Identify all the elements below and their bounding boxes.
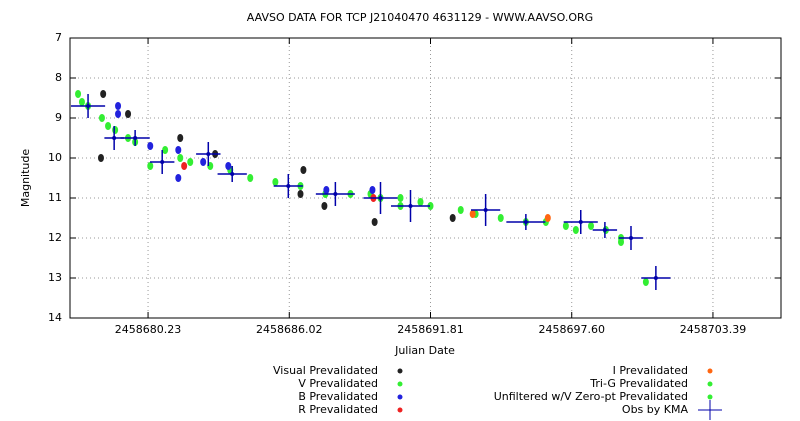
point: [617, 238, 624, 246]
x-tick-label: 2458686.02: [256, 323, 322, 336]
point: [133, 136, 138, 140]
point: [160, 160, 165, 164]
point: [587, 222, 594, 230]
point: [323, 186, 330, 194]
point: [449, 214, 456, 222]
legend-label: R Prevalidated: [298, 403, 378, 416]
point: [321, 202, 328, 210]
legend-label: B Prevalidated: [298, 390, 378, 403]
x-tick-label: 2458680.23: [115, 323, 181, 336]
plot-frame: [69, 37, 782, 319]
point: [200, 158, 207, 166]
point: [225, 162, 232, 170]
point: [181, 162, 188, 170]
point: [115, 110, 122, 118]
x-tick-label: 2458697.60: [538, 323, 604, 336]
point: [408, 204, 413, 208]
legend-marker: [397, 368, 403, 374]
point: [175, 174, 182, 182]
point: [112, 136, 117, 140]
point: [523, 220, 528, 224]
legend-label: Unfiltered w/V Zero-pt Prevalidated: [494, 390, 688, 403]
x-tick-label: 2458691.81: [397, 323, 463, 336]
point: [397, 194, 404, 202]
point: [483, 208, 488, 212]
point: [75, 90, 82, 98]
legend-marker: [707, 368, 713, 374]
legend-label: Visual Prevalidated: [273, 364, 378, 377]
y-tick-label: 9: [55, 111, 62, 124]
point: [602, 228, 607, 232]
legend-marker: [397, 407, 403, 413]
point: [177, 134, 184, 142]
y-axis-label: Magnitude: [19, 149, 32, 208]
point: [175, 146, 182, 154]
point: [78, 98, 85, 106]
legend-marker: [397, 381, 403, 387]
point: [427, 202, 434, 210]
legend-label: I Prevalidated: [613, 364, 688, 377]
x-axis-label: Julian Date: [394, 344, 455, 357]
point: [105, 122, 112, 130]
point: [247, 174, 254, 182]
legend-label: Obs by KMA: [622, 403, 689, 416]
point: [98, 114, 105, 122]
point: [369, 186, 376, 194]
point: [162, 146, 169, 154]
legend-label: Tri-G Prevalidated: [589, 377, 688, 390]
point: [333, 192, 338, 196]
point: [628, 236, 633, 240]
point: [300, 166, 307, 174]
point: [378, 196, 383, 200]
point: [544, 214, 551, 222]
point: [572, 226, 579, 234]
point: [100, 90, 107, 98]
y-tick-label: 7: [55, 31, 62, 44]
legend-marker: [707, 394, 713, 400]
legend-marker: [707, 381, 713, 387]
point: [578, 220, 583, 224]
point: [115, 102, 122, 110]
point: [112, 126, 119, 134]
point: [371, 218, 378, 226]
y-tick-label: 12: [48, 231, 62, 244]
point: [147, 142, 154, 150]
legend-marker: [397, 394, 403, 400]
point: [86, 104, 91, 108]
point: [125, 110, 132, 118]
point: [417, 198, 424, 206]
point: [642, 278, 649, 286]
y-tick-label: 8: [55, 71, 62, 84]
point: [177, 154, 184, 162]
point: [653, 276, 658, 280]
y-tick-label: 14: [48, 311, 62, 324]
point: [562, 222, 569, 230]
chart-title: AAVSO DATA FOR TCP J21040470 4631129 - W…: [247, 11, 593, 24]
point: [272, 178, 279, 186]
y-tick-label: 13: [48, 271, 62, 284]
legend-label: V Prevalidated: [298, 377, 378, 390]
point: [457, 206, 464, 214]
point: [497, 214, 504, 222]
point: [147, 162, 154, 170]
point: [206, 152, 211, 156]
y-tick-label: 11: [48, 191, 62, 204]
point: [297, 190, 304, 198]
point: [187, 158, 194, 166]
point: [286, 184, 291, 188]
point: [230, 172, 235, 176]
point: [469, 210, 476, 218]
y-tick-label: 10: [48, 151, 62, 164]
x-tick-label: 2458703.39: [680, 323, 746, 336]
point: [97, 154, 104, 162]
